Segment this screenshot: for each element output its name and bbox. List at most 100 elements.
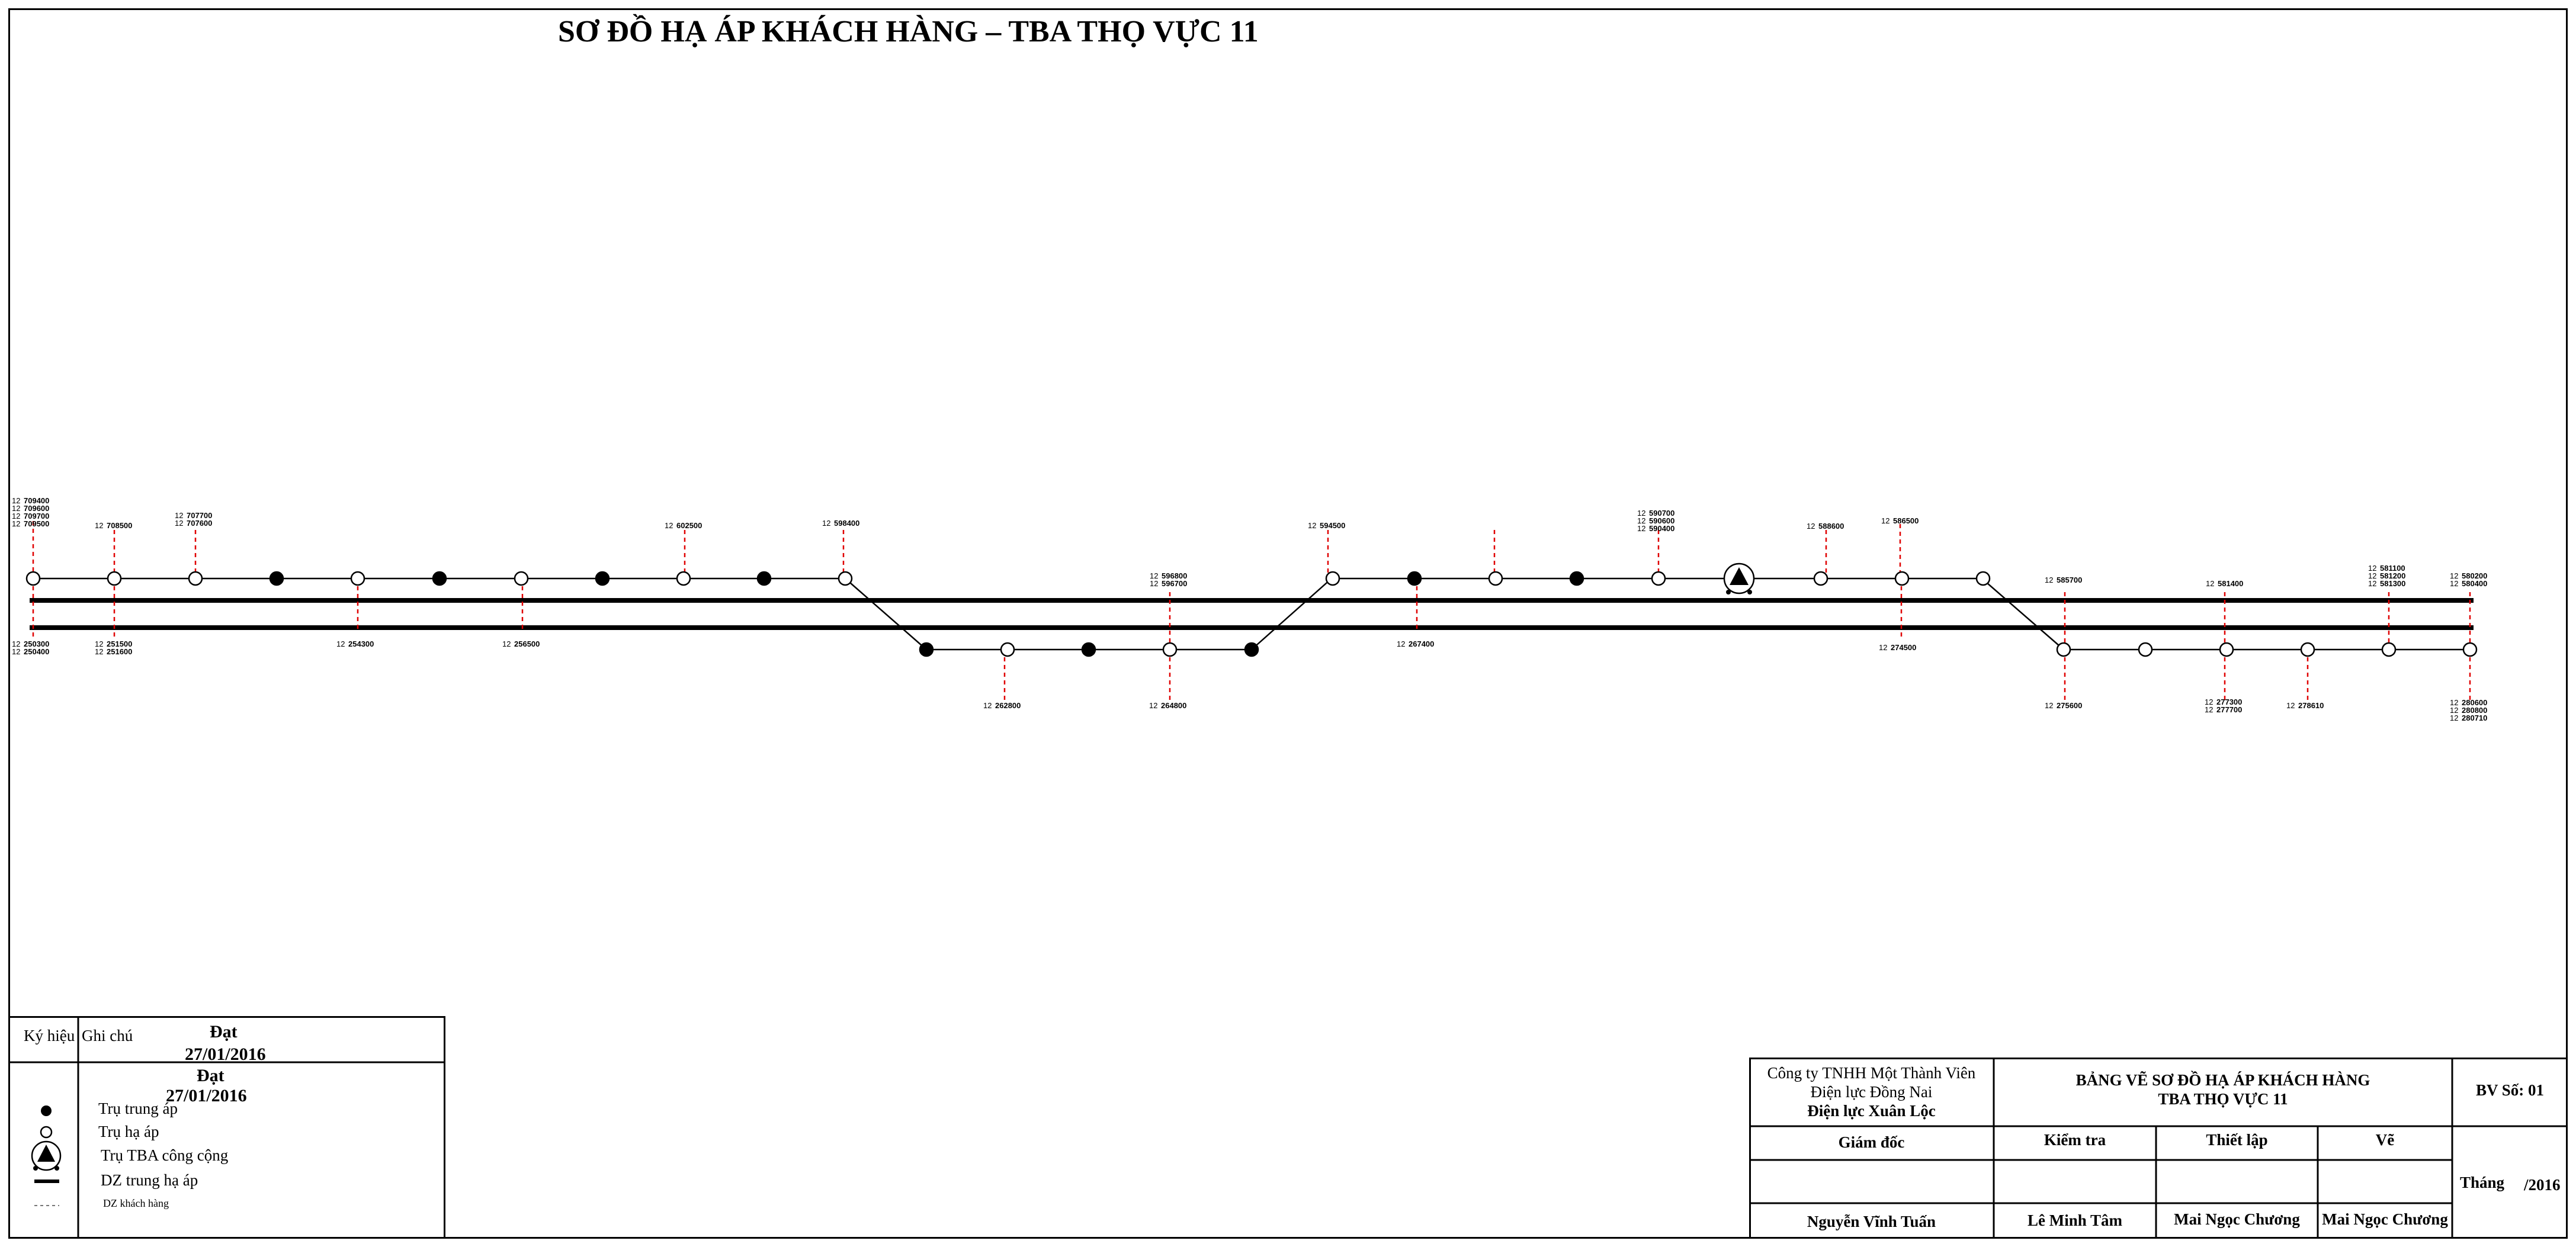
meter-code: 267400 xyxy=(1409,639,1434,648)
meter-prefix: 12 xyxy=(95,521,103,530)
low-voltage-pole xyxy=(1488,571,1503,586)
meter-code: 581400 xyxy=(2218,579,2243,588)
meter-prefix: 12 xyxy=(665,521,673,530)
meter-code: 254300 xyxy=(348,639,374,648)
low-voltage-pole xyxy=(2300,642,2315,657)
diagonal-connector xyxy=(1251,578,1332,650)
meter-code: 580400 xyxy=(2462,579,2487,588)
meter-code: 580200 xyxy=(2462,571,2487,580)
meter-code: 278610 xyxy=(2298,701,2324,710)
low-voltage-pole xyxy=(107,571,122,586)
company-name: Công ty TNHH Một Thành Viên Điện lực Đồn… xyxy=(1749,1063,1994,1120)
low-voltage-pole xyxy=(1975,571,1991,586)
transformer-icon xyxy=(1723,563,1755,594)
meter-prefix: 12 xyxy=(2368,564,2376,573)
open-circle-icon xyxy=(40,1126,53,1139)
name-director: Nguyễn Vĩnh Tuấn xyxy=(1807,1213,1936,1230)
stamp-status: Đạt xyxy=(210,1022,238,1042)
customer-drops-lower xyxy=(1003,592,2471,703)
meter-code: 280600 xyxy=(2462,698,2487,707)
meter-prefix: 12 xyxy=(1637,524,1645,533)
customer-drops-upper-top xyxy=(32,521,1901,578)
meter-prefix: 12 xyxy=(12,639,20,648)
meter-prefix: 12 xyxy=(12,519,20,528)
meter-prefix: 12 xyxy=(2286,701,2295,710)
meter-code: 709500 xyxy=(24,519,49,528)
meter-code: 594500 xyxy=(1320,521,1345,530)
name-designer: Mai Ngọc Chương xyxy=(2174,1210,2300,1228)
diagonal-connector xyxy=(845,578,927,650)
year-label: /2016 xyxy=(2524,1176,2561,1194)
company-line: Công ty TNHH Một Thành Viên xyxy=(1767,1064,1976,1082)
meter-code: 264800 xyxy=(1161,701,1186,710)
role-director: Giám đốc xyxy=(1838,1133,1905,1151)
meter-code: 590600 xyxy=(1649,516,1674,525)
legend-item-label: Trụ TBA công cộng xyxy=(101,1146,229,1164)
legend-item-label: Trụ trung áp xyxy=(98,1100,178,1117)
meter-prefix: 12 xyxy=(2368,571,2376,580)
meter-prefix: 12 xyxy=(175,519,183,528)
meter-code: 590700 xyxy=(1649,509,1674,518)
meter-code: 250300 xyxy=(24,639,49,648)
medium-voltage-pole xyxy=(269,571,284,586)
filled-circle-icon xyxy=(41,1105,52,1116)
title-block: Công ty TNHH Một Thành Viên Điện lực Đồn… xyxy=(1749,1058,2568,1239)
role-checker: Kiểm tra xyxy=(2044,1131,2106,1149)
meter-prefix: 12 xyxy=(2450,579,2458,588)
meter-code: 709700 xyxy=(24,512,49,520)
meter-prefix: 12 xyxy=(2450,706,2458,715)
meter-prefix: 12 xyxy=(175,511,183,520)
low-voltage-pole xyxy=(350,571,365,586)
low-voltage-pole xyxy=(2056,642,2071,657)
meter-prefix: 12 xyxy=(336,639,345,648)
legend-col-note: Ghi chú xyxy=(82,1027,133,1044)
meter-code: 708500 xyxy=(107,521,132,530)
medium-voltage-pole xyxy=(756,571,772,586)
meter-code: 590400 xyxy=(1649,524,1674,533)
meter-prefix: 12 xyxy=(1879,643,1887,652)
meter-labels: 12 709400 12 709600 12 709700 12 709500 12 708500… xyxy=(12,496,2487,722)
low-voltage-pole xyxy=(25,571,41,586)
medium-voltage-pole xyxy=(432,571,447,586)
legend-col-symbol: Ký hiệu xyxy=(24,1027,75,1044)
legend-panel: Ký hiệu Ghi chú Đạt 27/01/2016 Đạt 27/01… xyxy=(8,1016,445,1239)
meter-code: 709600 xyxy=(24,504,49,513)
medium-voltage-pole xyxy=(1569,571,1584,586)
meter-code: 581300 xyxy=(2380,579,2405,588)
diagonal-connector xyxy=(1981,578,2064,650)
meter-prefix: 12 xyxy=(1881,516,1890,525)
medium-voltage-pole xyxy=(595,571,610,586)
meter-code: 596800 xyxy=(1162,571,1187,580)
sheet-number: BV Số: 01 xyxy=(2475,1081,2545,1099)
medium-voltage-pole xyxy=(1407,571,1422,586)
meter-prefix: 12 xyxy=(822,519,830,528)
low-voltage-pole xyxy=(838,571,853,586)
meter-code: 707700 xyxy=(187,511,212,520)
meter-prefix: 12 xyxy=(1150,579,1158,588)
poles-upper xyxy=(25,571,1991,586)
meter-code: 251600 xyxy=(107,647,132,656)
role-designer: Thiết lập xyxy=(2206,1131,2268,1149)
low-voltage-pole xyxy=(2381,642,2397,657)
legend-item-label: Trụ hạ áp xyxy=(98,1123,159,1140)
meter-prefix: 12 xyxy=(2045,576,2053,584)
meter-code: 586500 xyxy=(1893,516,1919,525)
role-drafter: Vẽ xyxy=(2375,1131,2395,1149)
meter-code: 275600 xyxy=(2057,701,2082,710)
meter-code: 602500 xyxy=(676,521,702,530)
meter-code: 707600 xyxy=(187,519,212,528)
transformer-icon xyxy=(31,1140,62,1171)
meter-prefix: 12 xyxy=(2368,579,2376,588)
meter-code: 709400 xyxy=(24,496,49,505)
low-voltage-pole xyxy=(1813,571,1828,586)
meter-code: 250400 xyxy=(24,647,49,656)
meter-code: 277300 xyxy=(2216,698,2242,706)
low-voltage-pole xyxy=(1162,642,1178,657)
stamp-date: 27/01/2016 xyxy=(185,1044,266,1064)
low-voltage-pole xyxy=(1651,571,1666,586)
stamp-status: Đạt xyxy=(197,1066,224,1085)
meter-code: 251500 xyxy=(107,639,132,648)
low-voltage-pole xyxy=(2138,642,2153,657)
company-line: Điện lực Đồng Nai xyxy=(1810,1083,1933,1101)
meter-prefix: 12 xyxy=(2205,698,2213,706)
